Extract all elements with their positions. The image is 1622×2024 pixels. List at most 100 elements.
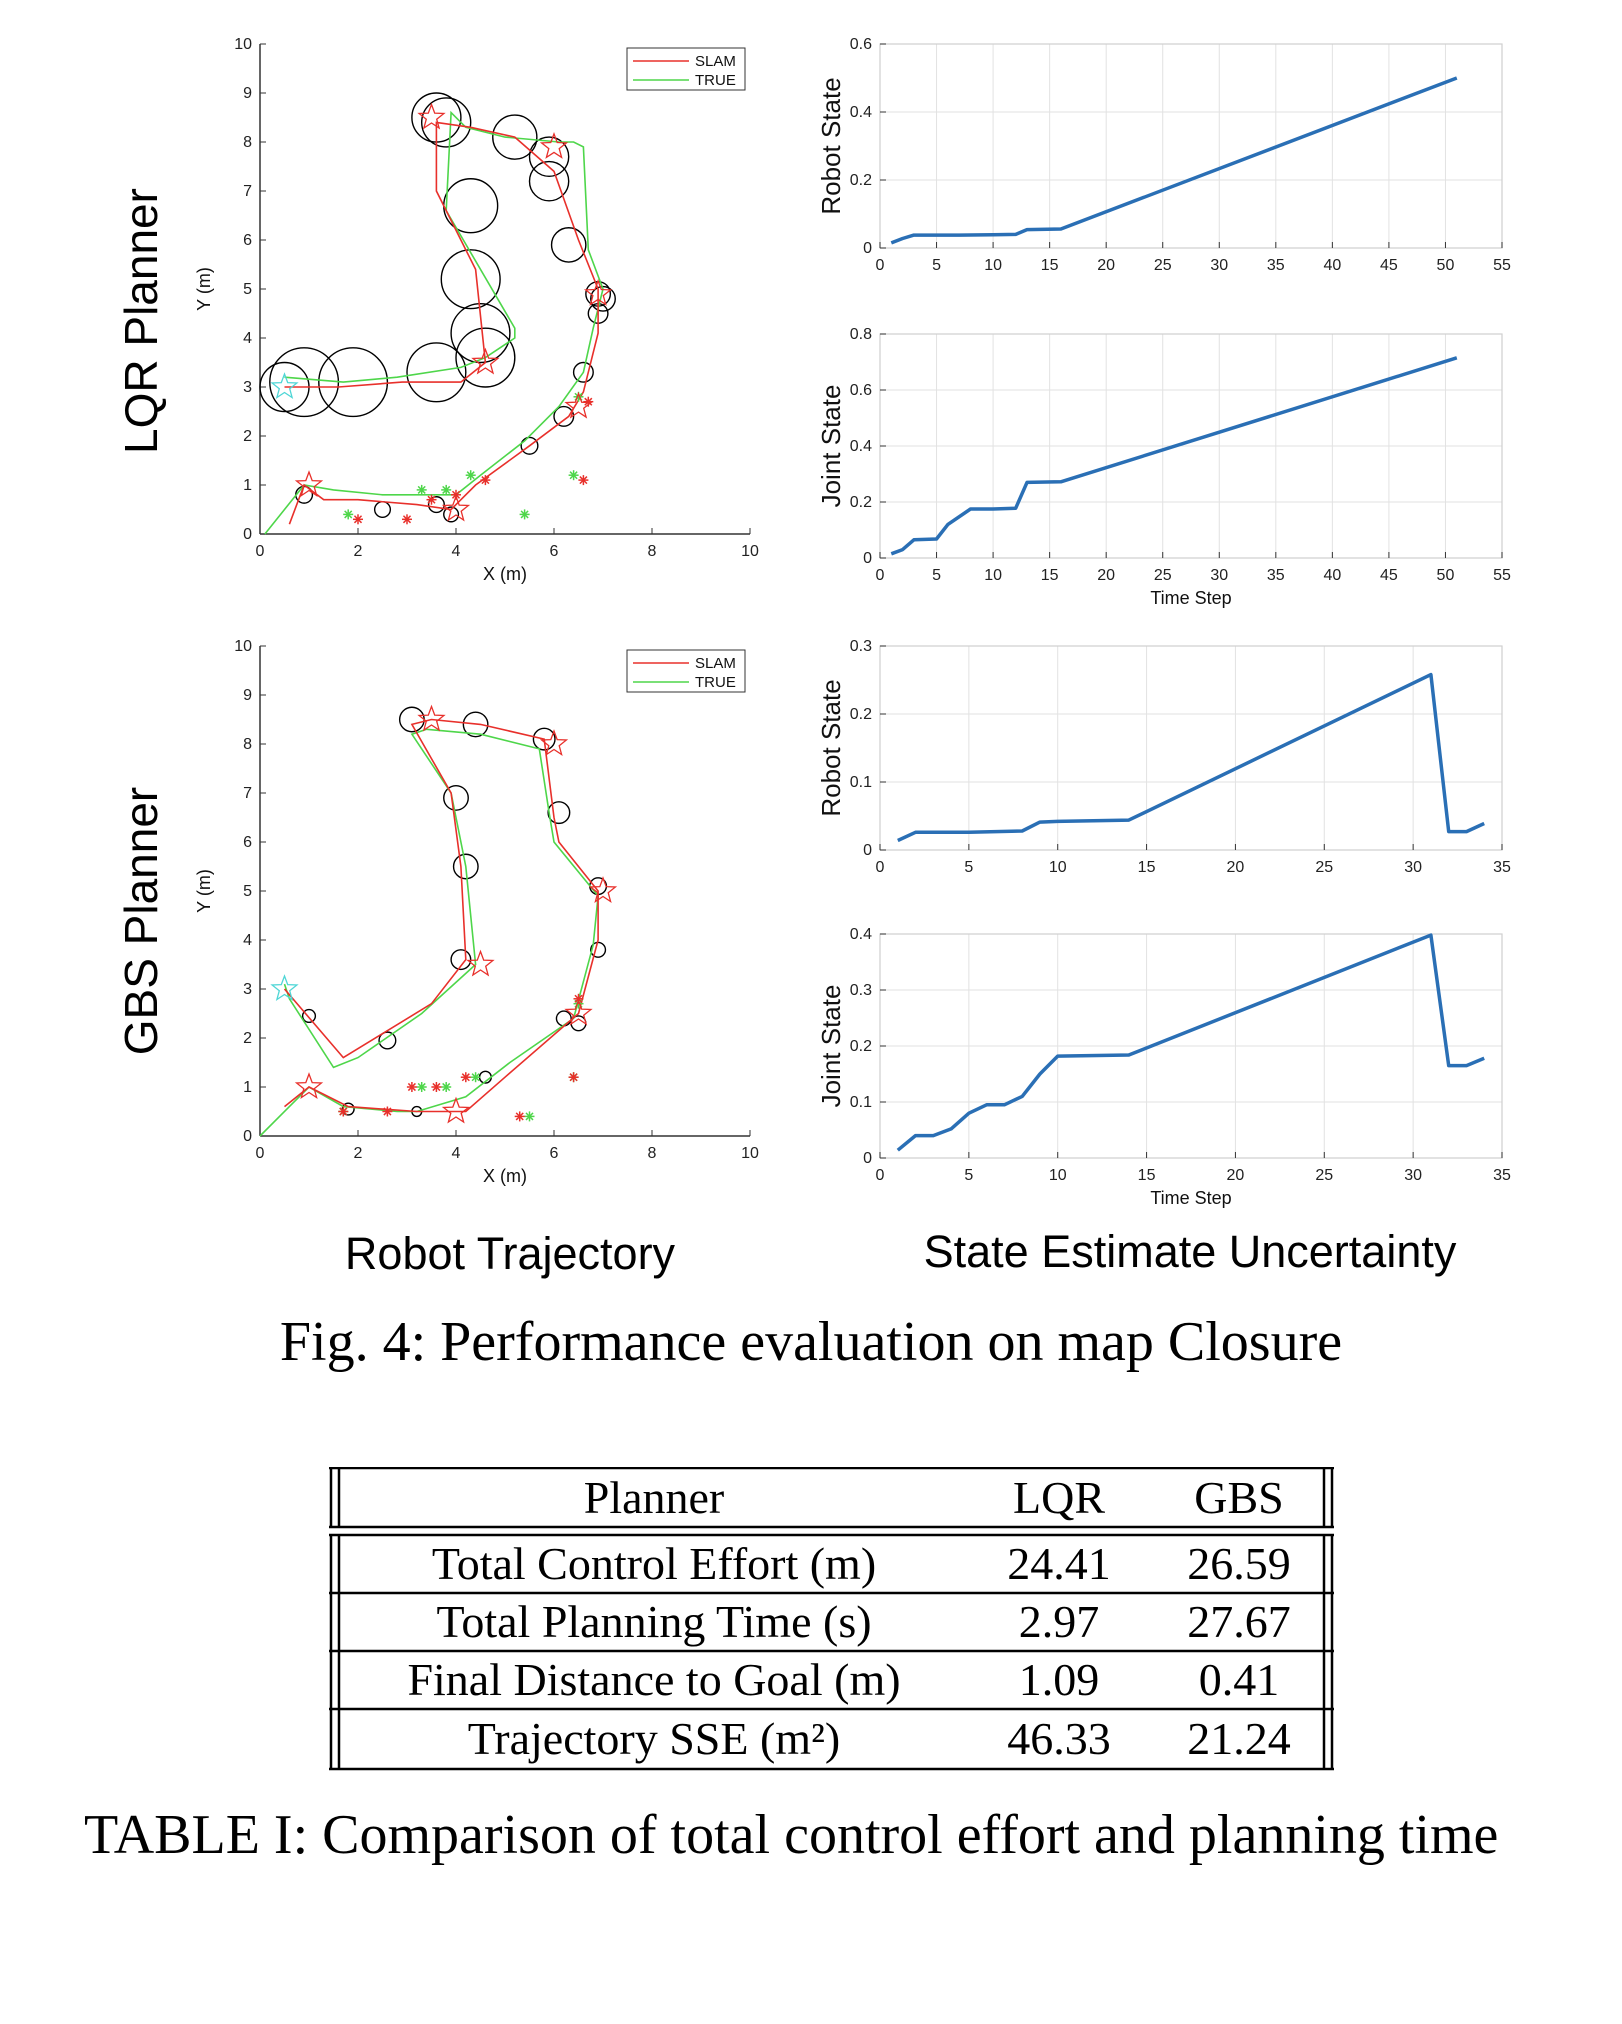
landmark-circle [572,361,594,383]
measurement-slam [426,494,437,505]
y-tick-label: 0 [243,526,252,543]
x-tick-label: 2 [354,1145,363,1162]
axes: 0 2 4 6 8 10 0 1 2 3 4 5 6 7 8 9 10 [234,36,759,560]
table-row-label: Total Planning Time (s) [436,1596,872,1647]
y-tick-label: 1 [243,477,252,494]
axes: 0 5 10 15 20 25 30 35 0 0.1 0.2 0.3 0.4 [850,926,1511,1184]
measurement-slam [382,1106,393,1117]
table-cell-lqr: 46.33 [1007,1713,1111,1764]
landmark-circle [373,500,392,519]
landmark-circle [528,136,570,177]
x-axis-label: Time Step [1150,1188,1231,1208]
x-tick-label: 50 [1437,257,1455,274]
y-tick-label: 1 [243,1079,252,1096]
measurement-true [568,470,579,481]
landmark-circle [450,303,511,364]
y-tick-label: 8 [243,134,252,151]
waypoint-star [539,729,569,756]
landmark-circle [443,506,460,523]
table-cell-lqr: 1.09 [1018,1654,1100,1705]
measurement-true [465,470,476,481]
legend-label-slam: SLAM [695,655,736,672]
x-tick-label: 30 [1210,257,1228,274]
table-cell-lqr: 24.41 [1007,1538,1111,1589]
x-tick-label: 25 [1315,1167,1333,1184]
x-tick-label: 0 [876,1167,885,1184]
x-tick-label: 30 [1404,859,1422,876]
y-tick-label: 0.2 [850,172,872,189]
x-axis-label: X (m) [483,564,527,584]
landmark-circle [520,436,539,455]
x-tick-label: 35 [1267,257,1285,274]
landmark-circle [427,496,445,514]
x-tick-label: 10 [1049,1167,1067,1184]
y-tick-label: 6 [243,232,252,249]
y-tick-label: 2 [243,1030,252,1047]
waypoint-star [270,974,299,1001]
x-tick-label: 5 [964,859,973,876]
y-tick-label: 9 [243,687,252,704]
x-tick-label: 15 [1041,257,1059,274]
measurement-true [441,1082,452,1092]
uncertainty-line [897,672,1485,843]
waypoint-star [270,372,299,399]
x-tick-label: 5 [932,567,941,584]
y-tick-label: 8 [243,736,252,753]
legend: SLAM TRUE [626,649,746,693]
landmark-circle [455,327,516,388]
y-tick-label: 10 [234,638,252,655]
uncertainty-line [896,933,1485,1152]
y-tick-label: 0 [863,842,872,859]
waypoint-star [417,704,446,732]
measurement-true [519,509,530,520]
table-row-label: Trajectory SSE (m²) [467,1713,841,1764]
landmark-circle [341,1102,355,1116]
x-tick-label: 30 [1404,1167,1422,1184]
y-tick-label: 5 [243,281,252,298]
y-tick-label: 0.4 [850,926,872,943]
x-tick-label: 40 [1323,567,1341,584]
x-tick-label: 30 [1210,567,1228,584]
waypoint-star [441,494,471,522]
measurement-slam [514,1111,525,1122]
table-row-label: Total Control Effort (m) [431,1538,877,1589]
waypoint-star [539,132,569,159]
landmark-circle [318,347,389,418]
table-cell-gbs: 27.67 [1187,1596,1291,1647]
y-tick-label: 0.3 [850,982,872,999]
landmark-circle [406,342,467,403]
y-tick-label: 5 [243,883,252,900]
x-tick-label: 0 [256,1145,265,1162]
gbs-trajectory-chart: 0 2 4 6 8 10 0 1 2 3 4 5 6 7 8 9 10 X (m) Y (m) SLAM TRUE [194,638,759,1186]
x-tick-label: 15 [1138,1167,1156,1184]
x-tick-label: 25 [1154,567,1172,584]
y-tick-label: 4 [243,330,252,347]
x-tick-label: 10 [1049,859,1067,876]
axes: 0 5 10 15 20 25 30 35 0 0.1 0.2 0.3 [850,638,1511,876]
landmark-circle [450,949,472,971]
y-axis-label: Robot State [816,679,846,816]
landmark-circle [590,285,616,312]
measurement-true [416,484,427,495]
y-tick-label: 7 [243,183,252,200]
waypoint-star [583,279,613,306]
uncertainty-line [890,356,1458,556]
legend-label-true: TRUE [695,674,736,691]
plot-frame [879,43,1503,249]
y-tick-label: 0 [863,1150,872,1167]
x-tick-label: 40 [1323,257,1341,274]
measurement-true [416,1082,427,1092]
y-tick-label: 0.1 [850,774,872,791]
x-tick-label: 8 [648,1145,657,1162]
y-tick-label: 0.2 [850,1038,872,1055]
figure-caption: Fig. 4: Performance evaluation on map Cl… [279,1311,1343,1373]
landmark-circle [555,1010,572,1027]
x-axis-label: X (m) [483,1166,527,1186]
landmark-circle [528,160,570,202]
y-tick-label: 3 [243,981,252,998]
landmark-circle [440,249,501,310]
x-tick-label: 50 [1437,567,1455,584]
waypoint-star [294,470,324,497]
x-tick-label: 45 [1380,567,1398,584]
y-axis-label: Robot State [816,77,846,214]
